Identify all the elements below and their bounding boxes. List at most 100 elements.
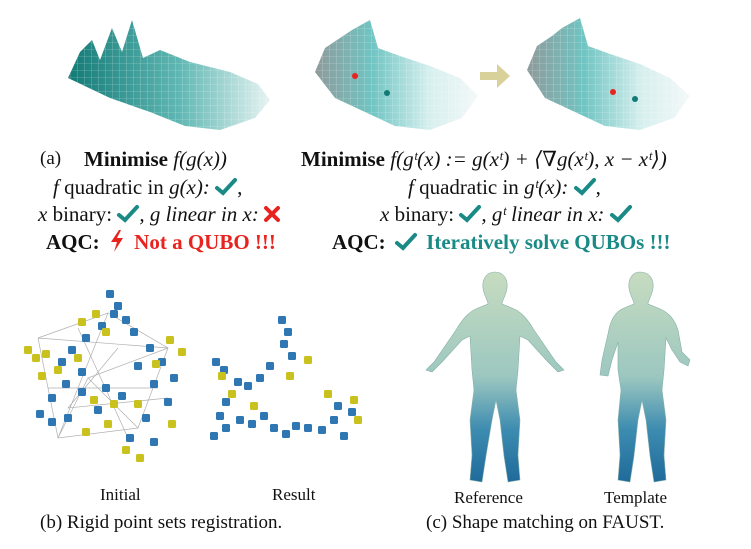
point-yellow xyxy=(104,420,112,428)
point-yellow xyxy=(286,372,294,380)
point-blue xyxy=(340,432,348,440)
label-template: Template xyxy=(604,488,668,507)
left-line2: f quadratic in g(x): , xyxy=(53,175,243,199)
point-blue xyxy=(68,346,76,354)
point-yellow xyxy=(218,372,226,380)
point-yellow xyxy=(54,366,62,374)
point-blue xyxy=(110,310,118,318)
point-blue xyxy=(146,344,154,352)
left-aqc-text: Not a QUBO xyxy=(134,230,250,254)
point-blue xyxy=(330,416,338,424)
check-icon xyxy=(117,205,140,223)
right-line3-x: x xyxy=(380,202,390,226)
check-icon xyxy=(609,205,632,223)
point-blue xyxy=(130,328,138,336)
point-blue xyxy=(48,418,56,426)
check-icon xyxy=(394,233,417,251)
point-yellow xyxy=(102,328,110,336)
point-yellow xyxy=(136,454,144,462)
teal-point-marker xyxy=(384,90,390,96)
cross-icon xyxy=(264,206,281,222)
label-result: Result xyxy=(272,485,316,504)
right-line3-linear: , gᵗ linear in x: xyxy=(481,202,605,226)
check-icon xyxy=(215,178,238,196)
point-blue xyxy=(134,362,142,370)
point-yellow xyxy=(38,372,46,380)
point-yellow xyxy=(122,446,130,454)
right-line2-f: f xyxy=(408,175,414,199)
point-blue xyxy=(212,358,220,366)
left-line2-f: f xyxy=(53,175,59,199)
point-blue xyxy=(82,334,90,342)
caption-c: (c) Shape matching on FAUST. xyxy=(426,512,665,533)
check-icon xyxy=(573,178,596,196)
right-title-math: f(gᵗ(x) := g(xᵗ) + ⟨∇g(xᵗ), x − xᵗ⟩) xyxy=(390,147,667,171)
left-aqc-marks: !!! xyxy=(254,230,276,254)
point-blue xyxy=(142,414,150,422)
point-blue xyxy=(64,414,72,422)
point-blue xyxy=(78,368,86,376)
point-blue xyxy=(234,378,242,386)
caption-b: (b) Rigid point sets registration. xyxy=(40,512,283,533)
left-title-word: Minimise xyxy=(84,147,168,171)
point-yellow xyxy=(166,336,174,344)
surface-plot-middle xyxy=(315,20,478,130)
point-blue xyxy=(288,352,296,360)
arrow-right-icon xyxy=(480,64,510,88)
right-line3-binary: binary: xyxy=(394,202,455,226)
point-blue xyxy=(284,328,292,336)
point-yellow xyxy=(152,360,160,368)
point-yellow xyxy=(178,348,186,356)
right-aqc-label: AQC: xyxy=(332,230,386,254)
point-yellow xyxy=(90,396,98,404)
left-title: Minimise f(g(x)) xyxy=(84,146,227,172)
panel-a-tag: (a) xyxy=(40,148,62,169)
point-blue xyxy=(150,438,158,446)
teal-point-marker xyxy=(632,96,638,102)
left-line3-binary: binary: xyxy=(52,202,113,226)
point-blue xyxy=(270,424,278,432)
point-blue xyxy=(78,388,86,396)
point-blue xyxy=(248,420,256,428)
point-blue xyxy=(260,412,268,420)
label-initial: Initial xyxy=(100,485,141,504)
label-reference: Reference xyxy=(454,488,523,507)
left-line2-math: g(x): xyxy=(169,175,210,199)
point-yellow xyxy=(92,310,100,318)
point-yellow xyxy=(250,402,258,410)
point-blue xyxy=(348,408,356,416)
shape-template xyxy=(599,271,691,483)
right-title: Minimise f(gᵗ(x) := g(xᵗ) + ⟨∇g(xᵗ), x −… xyxy=(301,146,667,172)
right-aqc-marks: !!! xyxy=(649,230,671,254)
right-line2: f quadratic in gᵗ(x): , xyxy=(408,175,601,199)
point-blue xyxy=(318,426,326,434)
point-yellow xyxy=(350,396,358,404)
point-blue xyxy=(334,402,342,410)
point-yellow xyxy=(110,400,118,408)
point-blue xyxy=(244,382,252,390)
left-aqc: AQC: Not a QUBO !!! xyxy=(46,229,276,255)
point-yellow xyxy=(134,400,142,408)
point-blue xyxy=(48,394,56,402)
red-point-marker xyxy=(352,73,358,79)
point-blue xyxy=(170,374,178,382)
point-blue xyxy=(114,302,122,310)
point-blue xyxy=(236,416,244,424)
point-blue xyxy=(210,432,218,440)
right-title-word: Minimise xyxy=(301,147,385,171)
point-set-initial xyxy=(24,290,186,462)
surface-plot-right xyxy=(527,18,690,130)
shape-reference xyxy=(425,271,565,483)
surface-plot-left xyxy=(68,18,690,130)
point-blue xyxy=(122,316,130,324)
point-yellow xyxy=(354,416,362,424)
left-line2-text: quadratic in xyxy=(64,175,164,199)
left-line3: x binary: , g linear in x: xyxy=(38,201,281,227)
left-title-math: f(g(x)) xyxy=(173,147,227,171)
right-line2-math: gᵗ(x): xyxy=(524,175,569,199)
right-aqc: AQC: Iteratively solve QUBOs !!! xyxy=(332,229,671,255)
point-blue xyxy=(102,384,110,392)
point-blue xyxy=(292,422,300,430)
right-line3: x binary: , gᵗ linear in x: xyxy=(380,201,632,227)
point-yellow xyxy=(168,420,176,428)
